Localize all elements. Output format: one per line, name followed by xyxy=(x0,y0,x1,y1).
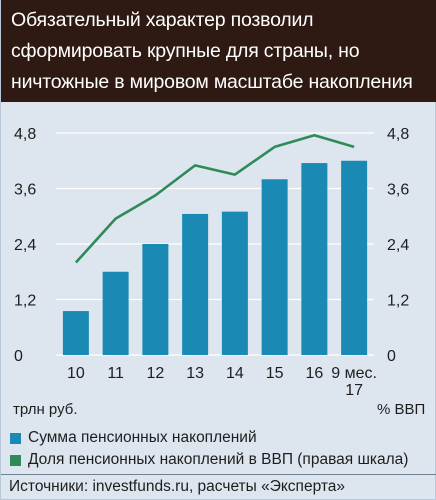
bar xyxy=(261,179,288,355)
y-tick-label: 3,6 xyxy=(14,182,36,199)
chart-title: Обязательный характер позволил сформиров… xyxy=(11,9,413,93)
series-line xyxy=(74,134,355,264)
y2-tick-label: 0 xyxy=(387,348,396,365)
legend-item-bars: Сумма пенсионных накоплений xyxy=(10,428,257,448)
y-tick-label: 1,2 xyxy=(14,293,36,310)
bar xyxy=(221,211,248,355)
legend-label-line: Доля пенсионных накоплений в ВВП (правая… xyxy=(28,451,409,468)
legend-swatch-line xyxy=(10,454,21,466)
x-tick-label: 9 мес. 17 xyxy=(331,365,377,399)
x-tick-label: 14 xyxy=(226,365,244,382)
chart-plot: 0 1,2 2,4 3,6 4,8 0 1,2 2,4 3,6 4,8 10 11 12 13 14 15 16… xyxy=(14,126,409,399)
y2-tick-label: 2,4 xyxy=(387,237,409,254)
bar xyxy=(102,271,129,355)
right-axis-unit: % ВВП xyxy=(377,401,426,418)
x-tick-label: 12 xyxy=(146,365,164,382)
x-tick-label: 15 xyxy=(266,365,284,382)
y2-tick-label: 3,6 xyxy=(387,182,409,199)
y-tick-label: 4,8 xyxy=(14,126,36,143)
y-tick-label: 2,4 xyxy=(14,237,36,254)
bar xyxy=(301,163,328,355)
legend-label-bars: Сумма пенсионных накоплений xyxy=(28,429,257,446)
bar xyxy=(341,160,368,355)
title-box: Обязательный характер позволил сформиров… xyxy=(1,0,436,102)
legend-item-line: Доля пенсионных накоплений в ВВП (правая… xyxy=(10,450,408,470)
source-note: Источники: investfunds.ru, расчеты «Эксп… xyxy=(9,478,346,495)
x-tick-label: 16 xyxy=(305,365,323,382)
x-tick-label: 10 xyxy=(67,365,85,382)
bar xyxy=(62,311,89,355)
x-tick-label: 13 xyxy=(186,365,204,382)
y-tick-label: 0 xyxy=(14,348,23,365)
bar xyxy=(182,213,209,355)
y2-tick-label: 4,8 xyxy=(387,126,409,143)
source-divider xyxy=(1,474,436,475)
bar xyxy=(142,244,169,355)
legend-swatch-bars xyxy=(10,432,21,444)
left-axis-unit: трлн руб. xyxy=(13,401,78,418)
y2-tick-label: 1,2 xyxy=(387,293,409,310)
x-tick-label: 11 xyxy=(107,365,124,382)
